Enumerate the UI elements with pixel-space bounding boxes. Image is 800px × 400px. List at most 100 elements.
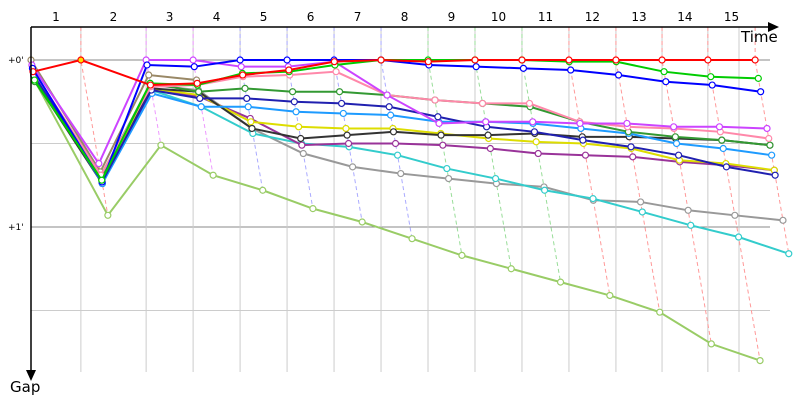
lap-label: 10 — [491, 10, 506, 24]
data-point — [540, 186, 549, 194]
data-point — [671, 133, 679, 141]
data-point — [408, 235, 416, 243]
data-point — [589, 195, 597, 203]
data-point — [518, 56, 526, 64]
data-point — [525, 99, 534, 108]
lap-label: 13 — [631, 10, 646, 24]
data-point — [708, 81, 716, 89]
data-point — [337, 99, 346, 108]
data-point — [259, 186, 267, 194]
lap-label: 11 — [538, 10, 553, 24]
series-line — [33, 77, 775, 183]
data-point — [757, 88, 765, 96]
data-point — [239, 71, 247, 79]
lap-label: 5 — [260, 10, 268, 24]
data-point — [471, 56, 479, 64]
data-point — [754, 74, 762, 82]
data-point — [377, 56, 385, 64]
data-point — [519, 64, 528, 72]
data-point — [670, 123, 678, 131]
data-point — [193, 79, 201, 87]
data-point — [636, 198, 645, 206]
data-point — [95, 159, 103, 168]
series-group — [27, 56, 793, 365]
data-point — [576, 119, 584, 128]
data-point — [237, 63, 245, 71]
data-point — [606, 291, 614, 300]
lap-label: 2 — [110, 10, 118, 24]
y-tick-label: +0' — [8, 56, 24, 66]
data-point — [768, 151, 776, 159]
data-point — [247, 118, 255, 126]
data-point — [534, 149, 542, 158]
data-point — [241, 84, 249, 92]
x-axis-label: Time — [740, 28, 778, 46]
data-point — [389, 128, 398, 136]
data-point — [424, 58, 432, 66]
data-point — [283, 56, 291, 64]
data-point — [298, 141, 306, 149]
data-point — [332, 68, 340, 76]
series-line — [31, 69, 769, 178]
data-point — [656, 308, 664, 316]
data-point — [629, 153, 637, 161]
data-point — [387, 111, 395, 119]
data-point — [309, 205, 317, 213]
data-point — [397, 169, 405, 178]
series-line — [31, 59, 761, 185]
lap-line — [754, 27, 790, 254]
data-point — [197, 103, 205, 111]
y-tick-label: +1' — [8, 223, 24, 233]
data-point — [491, 174, 500, 183]
data-point — [236, 56, 244, 64]
data-point — [638, 208, 646, 216]
data-point — [288, 88, 297, 96]
data-point — [565, 56, 573, 64]
lap-label: 14 — [677, 10, 692, 24]
data-point — [719, 144, 727, 153]
y-axis-label: Gap — [10, 378, 40, 396]
data-point — [295, 123, 303, 131]
data-point — [614, 71, 623, 79]
series-14 — [29, 56, 759, 89]
data-point — [437, 131, 445, 139]
lap-label: 9 — [448, 10, 456, 24]
data-point — [299, 149, 307, 158]
data-point — [445, 174, 453, 183]
data-point — [344, 139, 353, 148]
data-point — [763, 124, 771, 133]
data-point — [684, 206, 692, 214]
data-point — [285, 66, 293, 74]
data-point — [765, 134, 773, 143]
data-point — [704, 56, 712, 64]
data-point — [292, 108, 300, 116]
data-point — [532, 138, 540, 146]
data-point — [30, 76, 39, 84]
data-point — [143, 61, 151, 69]
data-point — [330, 58, 338, 66]
data-point — [391, 139, 400, 148]
lap-line — [568, 27, 611, 296]
data-point — [146, 81, 155, 89]
data-point — [660, 68, 668, 76]
lap-line — [521, 27, 562, 283]
data-point — [190, 63, 198, 71]
lap-label: 7 — [354, 10, 362, 24]
axes: Time Gap +0' +1' — [8, 22, 779, 396]
data-point — [478, 99, 487, 108]
data-point — [529, 118, 537, 126]
data-point — [244, 103, 252, 111]
lap-line — [80, 27, 109, 216]
series-line — [32, 74, 776, 184]
lap-label: 4 — [213, 10, 221, 24]
lap-label: 15 — [724, 10, 739, 24]
data-point — [779, 216, 787, 224]
lap-line — [333, 27, 363, 223]
data-point — [189, 56, 197, 64]
data-point — [98, 176, 106, 184]
data-point — [486, 144, 494, 153]
data-point — [612, 56, 620, 64]
lap-label: 3 — [166, 10, 174, 24]
data-point — [431, 96, 439, 104]
data-point — [658, 56, 666, 64]
